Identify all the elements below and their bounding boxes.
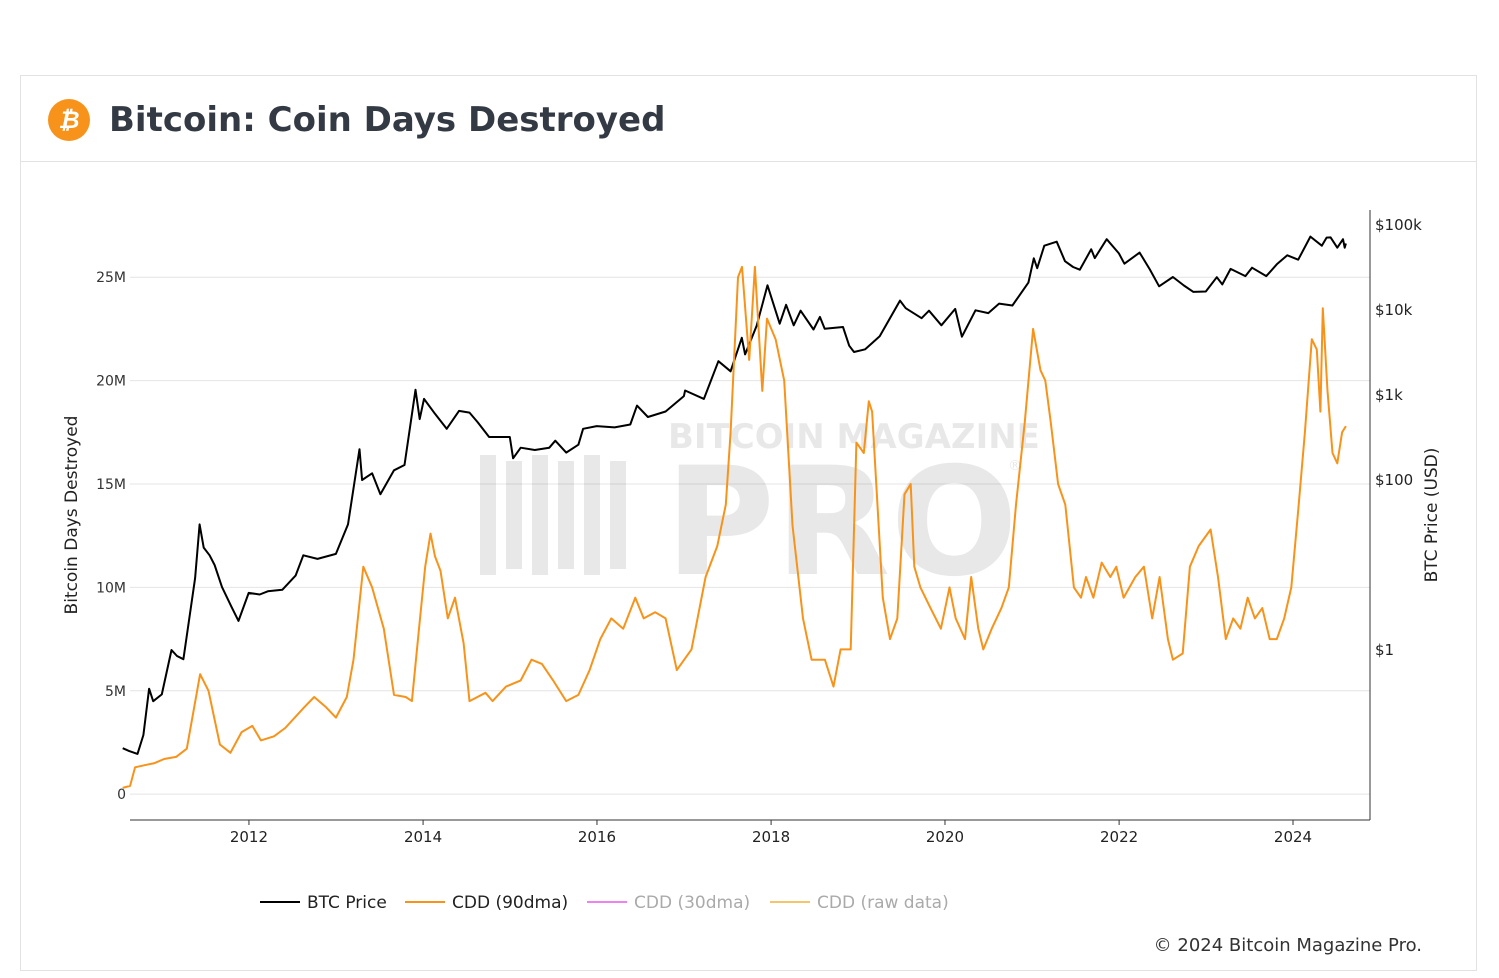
x-tick-label: 2020 xyxy=(926,828,964,846)
x-tick-label: 2018 xyxy=(752,828,790,846)
watermark-reg: ® xyxy=(1008,458,1022,474)
watermark-mark xyxy=(558,461,574,569)
y-left-tick-label: 10M xyxy=(96,580,126,596)
x-tick-label: 2022 xyxy=(1100,828,1138,846)
y-right-tick-label: $100 xyxy=(1375,471,1413,489)
copyright-text: © 2024 Bitcoin Magazine Pro. xyxy=(1153,935,1422,956)
watermark-mark xyxy=(610,461,626,569)
x-tick-label: 2014 xyxy=(404,828,442,846)
legend-item-label: CDD (raw data) xyxy=(817,893,949,913)
y-right-tick-label: $100k xyxy=(1375,216,1422,234)
cdd-90dma-line xyxy=(122,265,1347,789)
bitcoin-logo-icon: ₿ xyxy=(48,99,90,141)
btc-price-line xyxy=(122,235,1347,755)
y-left-tick-label: 15M xyxy=(96,477,126,493)
watermark-mark xyxy=(506,461,522,569)
x-tick-label: 2012 xyxy=(230,828,268,846)
y-left-tick-label: 5M xyxy=(105,684,126,700)
chart-card: ₿ Bitcoin: Coin Days Destroyed © 2024 Bi… xyxy=(20,75,1477,971)
legend-item-label: CDD (30dma) xyxy=(634,893,750,913)
legend-item-label: CDD (90dma) xyxy=(452,893,568,913)
watermark-line2: PRO xyxy=(665,436,1018,610)
y-right-tick-label: $1k xyxy=(1375,386,1403,404)
card-header: ₿ Bitcoin: Coin Days Destroyed xyxy=(21,76,1476,162)
y-left-axis-title: Bitcoin Days Destroyed xyxy=(62,416,82,615)
y-right-tick-label: $10k xyxy=(1375,301,1413,319)
y-right-axis-title: BTC Price (USD) xyxy=(1422,448,1442,583)
watermark-mark xyxy=(480,455,496,575)
x-tick-label: 2016 xyxy=(578,828,616,846)
watermark-mark xyxy=(584,455,600,575)
y-right-tick-label: $1 xyxy=(1375,641,1394,659)
legend-item-label: BTC Price xyxy=(307,893,387,913)
x-tick-label: 2024 xyxy=(1274,828,1312,846)
page-title: Bitcoin: Coin Days Destroyed xyxy=(109,100,666,140)
y-left-tick-label: 20M xyxy=(96,374,126,390)
y-left-tick-label: 25M xyxy=(96,270,126,286)
y-left-tick-label: 0 xyxy=(117,787,126,803)
watermark-mark xyxy=(532,455,548,575)
